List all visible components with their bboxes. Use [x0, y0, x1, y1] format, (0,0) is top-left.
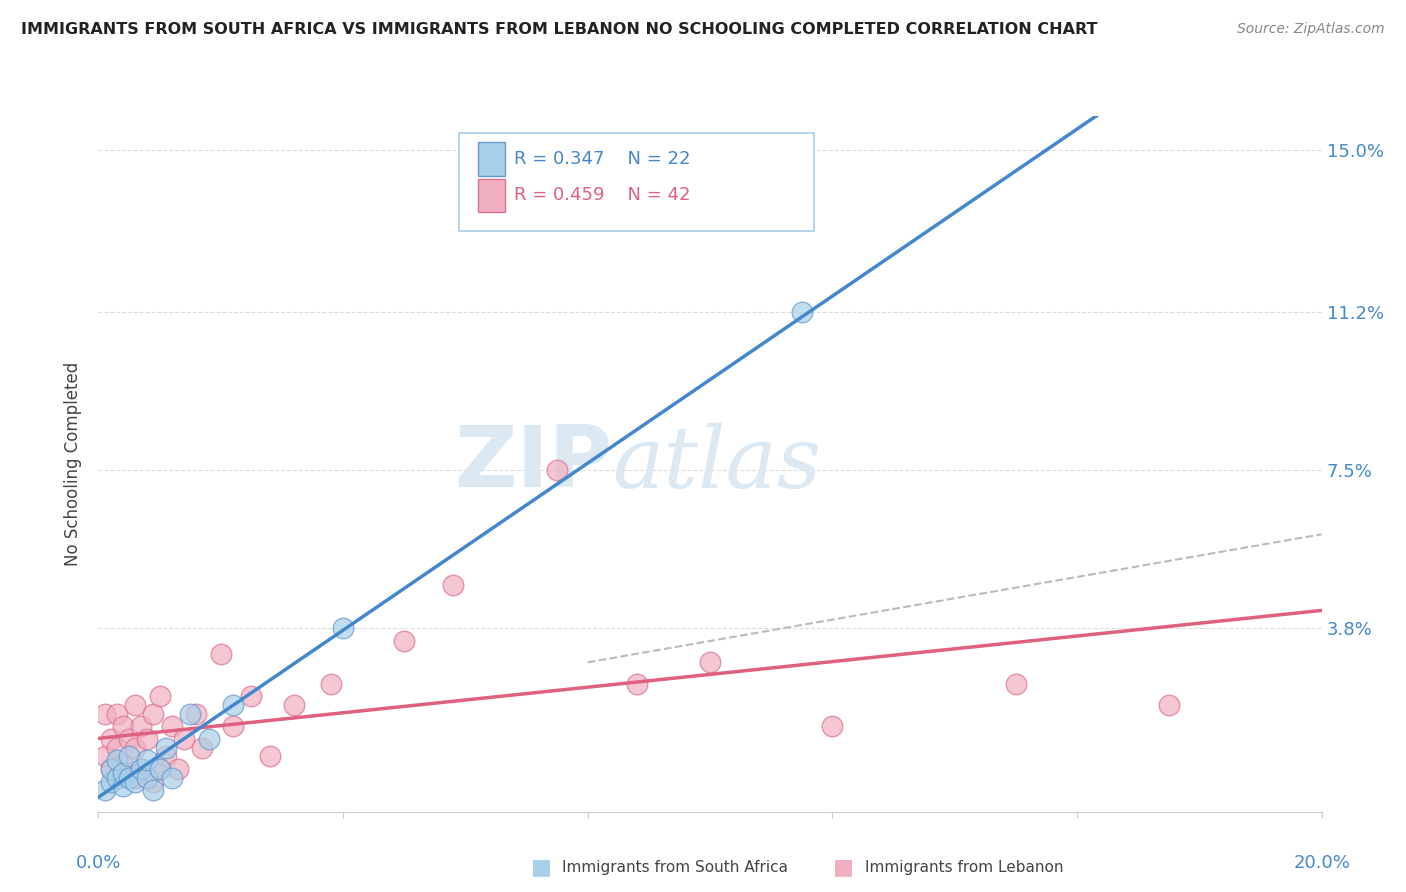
- Point: [111, 766, 134, 780]
- Point: [1157, 698, 1180, 712]
- Point: [129, 762, 152, 776]
- Point: [699, 656, 721, 670]
- Point: [118, 732, 141, 747]
- Y-axis label: No Schooling Completed: No Schooling Completed: [65, 362, 83, 566]
- Point: [93, 783, 115, 797]
- Point: [209, 647, 232, 661]
- Point: [118, 749, 141, 764]
- Point: [118, 766, 141, 780]
- Point: [124, 775, 146, 789]
- Point: [142, 706, 165, 721]
- Point: [105, 771, 128, 785]
- Point: [124, 771, 146, 785]
- Point: [155, 749, 177, 764]
- Point: [222, 719, 245, 733]
- Point: [167, 762, 190, 776]
- Text: R = 0.347    N = 22: R = 0.347 N = 22: [515, 150, 690, 168]
- Text: ZIP: ZIP: [454, 422, 612, 506]
- Point: [129, 719, 152, 733]
- Point: [111, 779, 134, 793]
- Point: [240, 690, 263, 704]
- Point: [142, 783, 165, 797]
- Point: [155, 740, 177, 755]
- Point: [93, 749, 115, 764]
- Point: [118, 771, 141, 785]
- Point: [142, 775, 165, 789]
- Point: [105, 706, 128, 721]
- Point: [105, 740, 128, 755]
- Point: [546, 463, 568, 477]
- Point: [136, 754, 159, 768]
- Point: [197, 732, 219, 747]
- Point: [100, 762, 122, 776]
- Point: [1004, 676, 1026, 690]
- Point: [259, 749, 281, 764]
- FancyBboxPatch shape: [478, 143, 505, 176]
- Point: [136, 732, 159, 747]
- Point: [790, 305, 813, 319]
- Point: [136, 771, 159, 785]
- Point: [173, 732, 195, 747]
- Point: [124, 740, 146, 755]
- Point: [179, 706, 201, 721]
- Point: [124, 698, 146, 712]
- Point: [100, 762, 122, 776]
- Point: [100, 775, 122, 789]
- Text: ■: ■: [834, 857, 853, 877]
- Point: [283, 698, 305, 712]
- Point: [105, 754, 128, 768]
- Point: [136, 771, 159, 785]
- FancyBboxPatch shape: [478, 178, 505, 212]
- Text: R = 0.459    N = 42: R = 0.459 N = 42: [515, 186, 690, 204]
- FancyBboxPatch shape: [460, 134, 814, 231]
- Point: [160, 719, 183, 733]
- Point: [93, 706, 115, 721]
- Text: 0.0%: 0.0%: [76, 855, 121, 872]
- Point: [441, 578, 464, 592]
- Point: [332, 621, 354, 635]
- Point: [111, 719, 134, 733]
- Point: [149, 762, 172, 776]
- Point: [821, 719, 844, 733]
- Point: [149, 762, 172, 776]
- Point: [100, 732, 122, 747]
- Point: [149, 690, 172, 704]
- Point: [222, 698, 245, 712]
- Text: 20.0%: 20.0%: [1294, 855, 1350, 872]
- Point: [160, 771, 183, 785]
- Point: [129, 762, 152, 776]
- Point: [111, 757, 134, 772]
- Point: [105, 771, 128, 785]
- Text: Immigrants from South Africa: Immigrants from South Africa: [562, 860, 789, 874]
- Point: [191, 740, 214, 755]
- Point: [186, 706, 208, 721]
- Point: [319, 676, 342, 690]
- Point: [626, 676, 648, 690]
- Text: Source: ZipAtlas.com: Source: ZipAtlas.com: [1237, 22, 1385, 37]
- Text: Immigrants from Lebanon: Immigrants from Lebanon: [865, 860, 1063, 874]
- Text: atlas: atlas: [612, 423, 821, 505]
- Text: IMMIGRANTS FROM SOUTH AFRICA VS IMMIGRANTS FROM LEBANON NO SCHOOLING COMPLETED C: IMMIGRANTS FROM SOUTH AFRICA VS IMMIGRAN…: [21, 22, 1098, 37]
- Point: [392, 634, 416, 648]
- Text: ■: ■: [531, 857, 551, 877]
